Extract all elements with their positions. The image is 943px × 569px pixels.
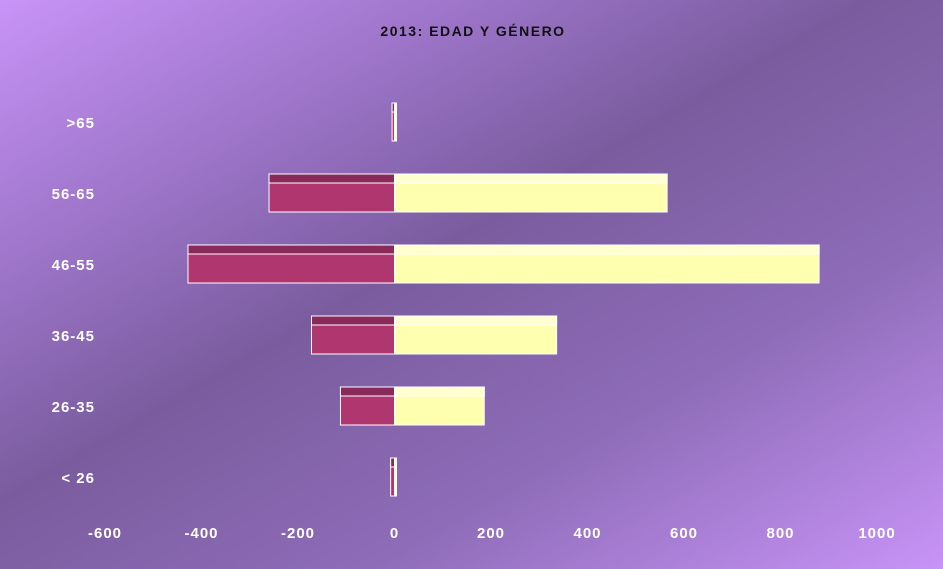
- bar-top-face: [394, 315, 558, 326]
- bar-left-2: [311, 315, 396, 355]
- x-tick-label: -200: [281, 525, 315, 542]
- bar-right-1: [394, 386, 485, 426]
- x-tick-label: 400: [573, 525, 601, 542]
- x-tick-label: -600: [88, 525, 122, 542]
- x-tick-label: 600: [670, 525, 698, 542]
- category-label: 36-45: [52, 328, 95, 345]
- bar-top-face: [394, 386, 485, 397]
- category-label: 46-55: [52, 257, 95, 274]
- bar-right-2: [394, 315, 558, 355]
- category-labels: < 26 26-35 36-45 46-55 56-65 >65: [52, 115, 95, 487]
- bar-top-face: [339, 386, 395, 397]
- x-tick-label: -400: [184, 525, 218, 542]
- x-axis-tick-labels: -600 -400 -200 0 200 400 600 800 1000: [88, 525, 895, 542]
- x-tick-label: 800: [766, 525, 794, 542]
- bar-top-face: [394, 173, 668, 184]
- bar-left-1: [339, 386, 395, 426]
- bar-left-3: [187, 244, 395, 284]
- category-label: >65: [67, 115, 95, 132]
- x-tick-label: 1000: [858, 525, 895, 542]
- bars-group: [187, 102, 820, 497]
- bar-right-0: [394, 457, 397, 497]
- category-label: < 26: [61, 470, 95, 487]
- bar-top-face: [394, 102, 397, 113]
- x-tick-label: 0: [390, 525, 399, 542]
- bar-right-3: [394, 244, 820, 284]
- bar-top-face: [187, 244, 395, 255]
- bar-right-4: [394, 173, 668, 213]
- bar-top-face: [390, 457, 396, 468]
- chart-title: 2013: EDAD Y GÉNERO: [380, 23, 565, 39]
- bar-top-face: [394, 244, 820, 255]
- category-label: 26-35: [52, 399, 95, 416]
- bar-right-5: [394, 102, 397, 142]
- bar-top-face: [394, 457, 397, 468]
- bar-left-4: [268, 173, 395, 213]
- bar-top-face: [311, 315, 396, 326]
- bar-left-0: [390, 457, 396, 497]
- x-tick-label: 200: [477, 525, 505, 542]
- bar-top-face: [268, 173, 395, 184]
- category-label: 56-65: [52, 186, 95, 203]
